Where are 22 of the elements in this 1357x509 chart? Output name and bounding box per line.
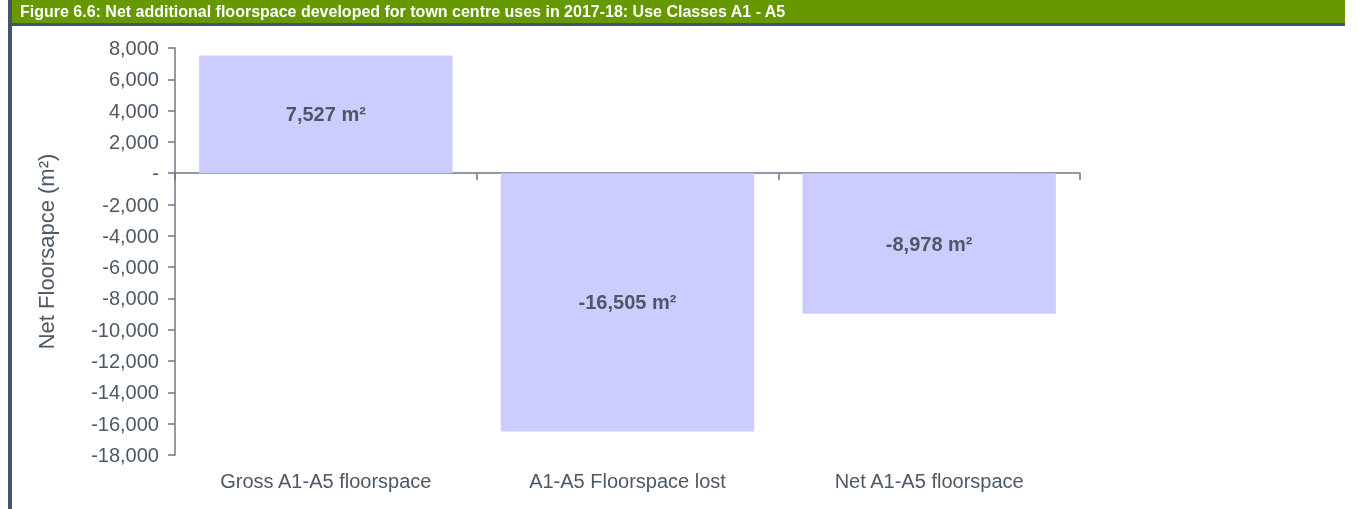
y-tick-label: -6,000 [102, 256, 159, 279]
y-tick-label: -8,000 [102, 287, 159, 310]
x-tick-label: Net A1-A5 floorspace [834, 470, 1024, 492]
data-label: 7,527 m² [285, 103, 367, 126]
y-tick-label: 2,000 [108, 130, 159, 153]
data-label: -16,505 m² [578, 291, 677, 314]
y-tick-label: -10,000 [91, 318, 159, 341]
y-tick-label: 4,000 [108, 99, 159, 122]
y-tick-label: - [152, 162, 159, 185]
chart-title: Figure 6.6: Net additional floorspace developed for town centre uses in 2017-18: Use Classes A1 - A5 [12, 0, 1345, 23]
y-tick-label: -14,000 [91, 381, 159, 404]
x-tick-label: A1-A5 Floorspace lost [529, 470, 727, 492]
y-tick-label: -2,000 [102, 193, 159, 216]
data-label: -8,978 m² [885, 232, 973, 255]
y-axis-title: Net Floorsapce (m²) [33, 153, 59, 350]
y-tick-label: -12,000 [91, 350, 159, 373]
y-tick-label: -18,000 [91, 444, 159, 466]
y-tick-label: -4,000 [102, 224, 159, 247]
y-tick-label: 6,000 [108, 68, 159, 91]
y-tick-label: 8,000 [108, 37, 159, 59]
x-tick-label: Gross A1-A5 floorspace [220, 470, 432, 492]
y-tick-label: -16,000 [91, 412, 159, 435]
